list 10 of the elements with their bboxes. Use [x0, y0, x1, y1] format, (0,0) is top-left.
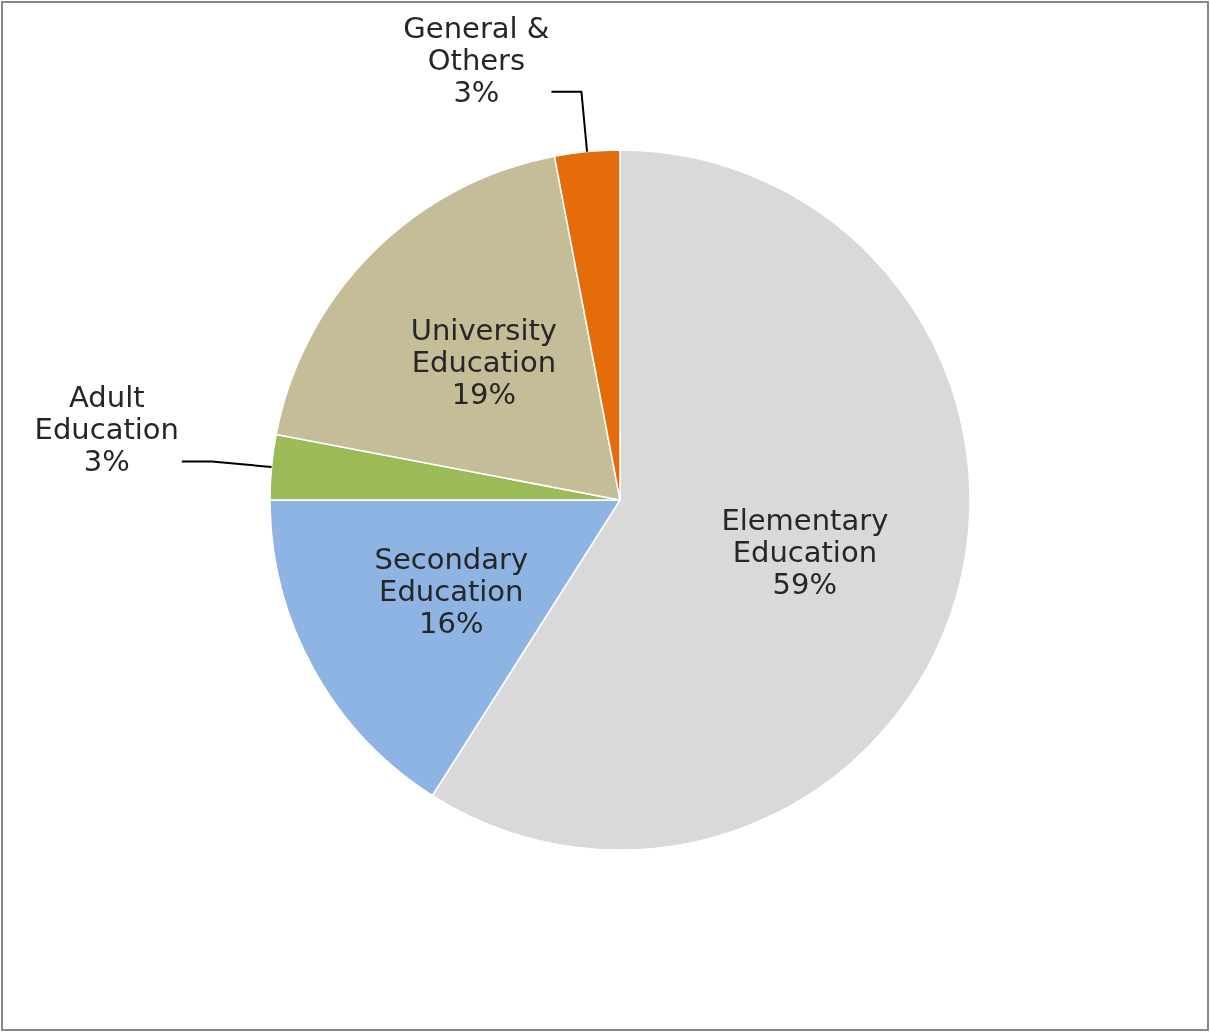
slice-label: Secondary Education	[374, 541, 529, 608]
data-label: 19%	[451, 376, 517, 411]
slice-label: Adult Education	[34, 380, 180, 447]
data-label: 59%	[772, 566, 838, 601]
data-label: 3%	[83, 444, 130, 479]
data-label: 3%	[453, 74, 500, 109]
slice-label: General & Others	[403, 10, 550, 77]
data-label: 16%	[419, 605, 484, 640]
slice-label: Elementary Education	[721, 502, 889, 569]
slice-label: University Education	[410, 312, 558, 379]
